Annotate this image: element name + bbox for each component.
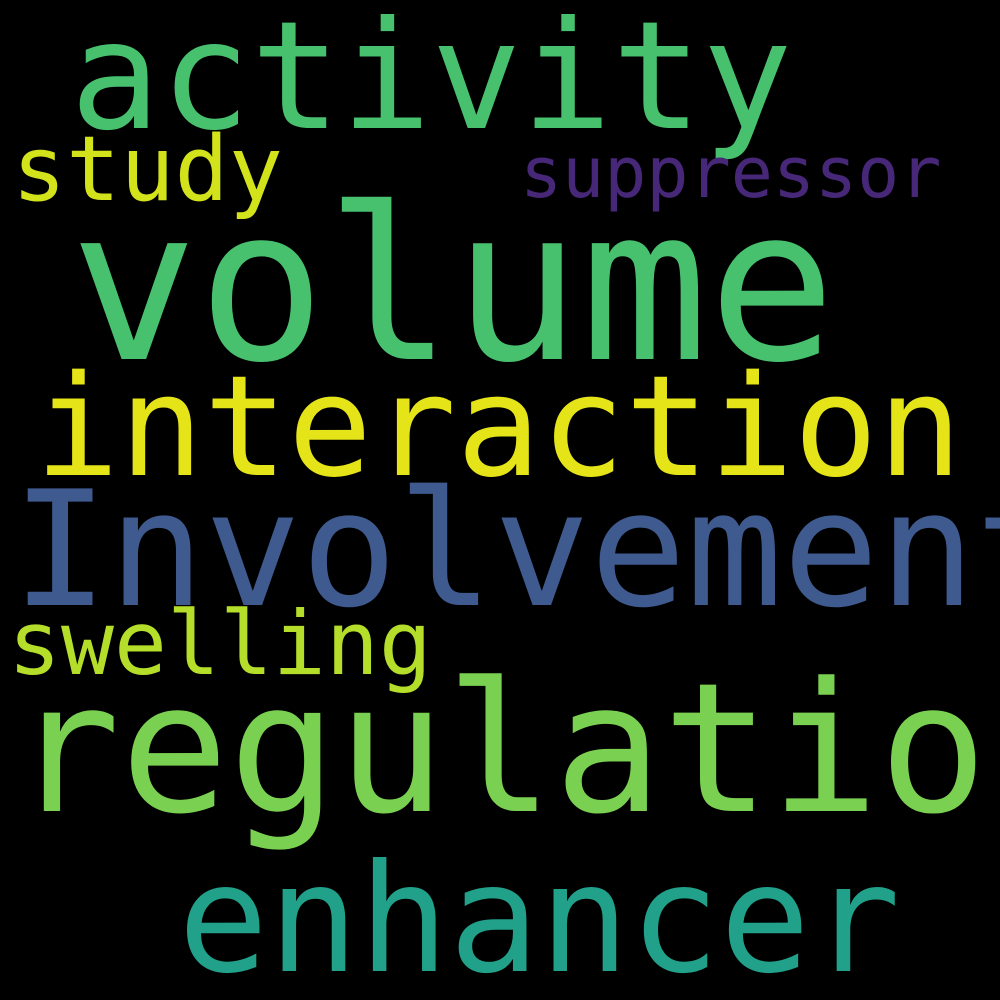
word-volume: volume xyxy=(70,162,836,409)
word-regulation: regulation xyxy=(12,645,1000,854)
word-activity: activity xyxy=(70,0,793,164)
word-swelling: swelling xyxy=(8,592,432,695)
word-involvements: Involvements xyxy=(12,456,1000,643)
word-suppressor: suppressor xyxy=(520,132,942,214)
word-interaction: interaction xyxy=(35,346,963,509)
word-study: study xyxy=(12,117,283,222)
word-enhancer: enhancer xyxy=(178,833,901,1000)
